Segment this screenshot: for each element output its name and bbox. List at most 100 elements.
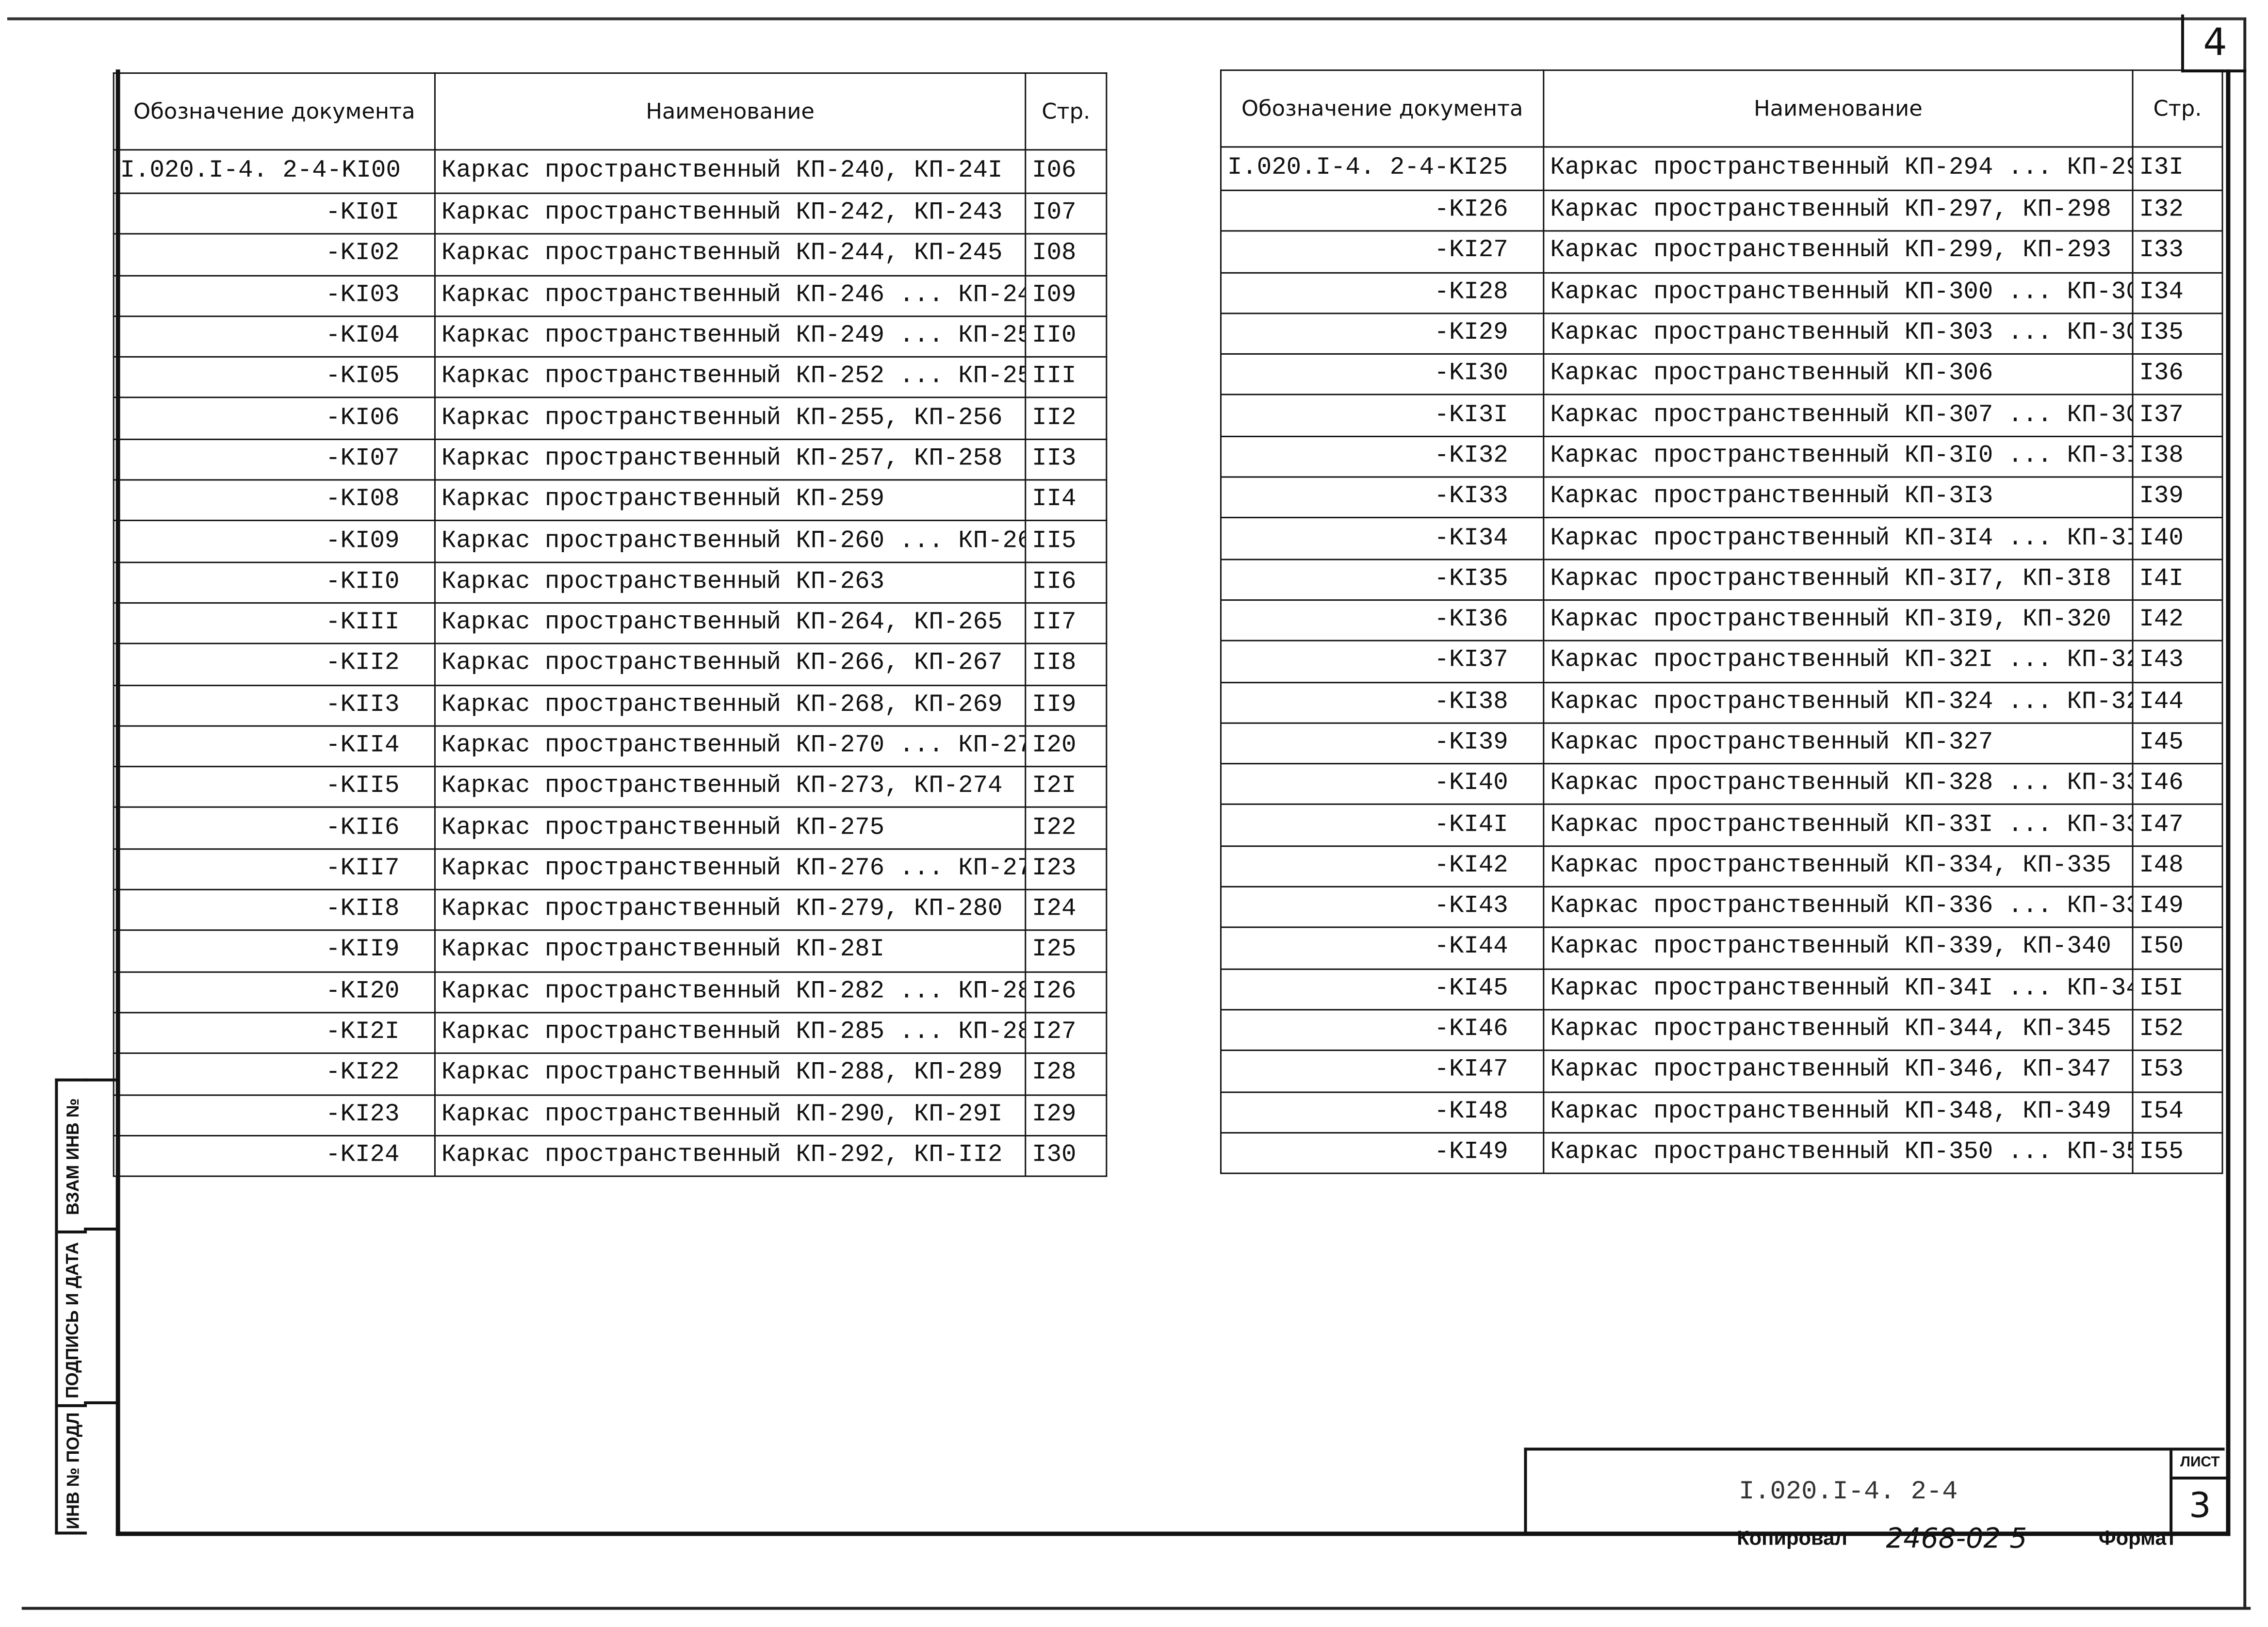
page-cell: I49	[2132, 886, 2223, 929]
page-cell: I5I	[2132, 968, 2223, 1011]
page-cell: III	[1025, 356, 1108, 399]
document-code-cell: -KII2	[113, 643, 436, 686]
document-name-cell: Каркас пространственный КП-336 ... КП-33…	[1543, 886, 2134, 929]
document-name-cell: Каркас пространственный КП-242, КП-243	[434, 192, 1027, 235]
document-name-cell: Каркас пространственный КП-290, КП-29I	[434, 1094, 1027, 1136]
table-row: -KI05 Каркас пространственный КП-252 ... …	[113, 356, 1108, 399]
original-inv-label: ИНВ № ПОДЛ	[58, 1404, 87, 1535]
page-cell: I23	[1025, 848, 1108, 890]
document-name-cell: Каркас пространственный КП-344, КП-345	[1543, 1009, 2134, 1052]
document-name-cell: Каркас пространственный КП-32I ... КП-32…	[1543, 640, 2134, 683]
page-cell: II2	[1025, 397, 1108, 440]
table-row: -KI40 Каркас пространственный КП-328 ... …	[1220, 763, 2223, 806]
document-code-cell: -KI06	[113, 397, 436, 440]
table-row: -KI34 Каркас пространственный КП-3I4 ... …	[1220, 517, 2223, 560]
header-page: Стр.	[1025, 72, 1108, 151]
table-row: -KI35 Каркас пространственный КП-3I7, КП-…	[1220, 558, 2223, 601]
document-code: I.020.I-4. 2-4	[1739, 1478, 1958, 1507]
page-cell: I46	[2132, 763, 2223, 806]
strip-divider	[84, 1078, 119, 1082]
document-code-cell: -KII4	[113, 725, 436, 768]
table-row: -KI48 Каркас пространственный КП-348, КП-…	[1220, 1091, 2223, 1134]
table-row: -KI49 Каркас пространственный КП-350 ... …	[1220, 1132, 2223, 1174]
document-name-cell: Каркас пространственный КП-246 ... КП-24…	[434, 274, 1027, 317]
document-name-cell: Каркас пространственный КП-303 ... КП-30…	[1543, 312, 2134, 355]
page-cell: II9	[1025, 684, 1108, 727]
page-cell: II8	[1025, 643, 1108, 686]
page-cell: I54	[2132, 1091, 2223, 1134]
document-code-cell: -KI42	[1220, 845, 1545, 887]
sheet-number: 4	[2181, 14, 2247, 73]
document-name-cell: Каркас пространственный КП-328 ... КП-33…	[1543, 763, 2134, 806]
document-code-cell: -KI20	[113, 970, 436, 1014]
table-row: -KI47 Каркас пространственный КП-346, КП-…	[1220, 1050, 2223, 1093]
document-name-cell: Каркас пространственный КП-282 ... КП-28…	[434, 970, 1027, 1014]
document-name-cell: Каркас пространственный КП-28I	[434, 930, 1027, 972]
table-row: -KI07 Каркас пространственный КП-257, КП-…	[113, 438, 1108, 481]
page-cell: I28	[1025, 1052, 1108, 1096]
table-row: -KI27 Каркас пространственный КП-299, КП-…	[1220, 230, 2223, 273]
table-row: -KI32 Каркас пространственный КП-3I0 ... …	[1220, 435, 2223, 478]
document-code-cell: -KI07	[113, 438, 436, 481]
page-cell: II7	[1025, 602, 1108, 645]
sheet-box: ЛИСТ 3	[2170, 1450, 2228, 1532]
page-cell: I38	[2132, 435, 2223, 478]
document-name-cell: Каркас пространственный КП-350 ... КП-35…	[1543, 1132, 2134, 1174]
document-code-cell: -KI05	[113, 356, 436, 399]
table-row: -KII0 Каркас пространственный КП-263 II6	[113, 561, 1108, 604]
document-code-cell: -KI32	[1220, 435, 1545, 478]
document-name-cell: Каркас пространственный КП-240, КП-24I	[434, 149, 1027, 194]
document-name-cell: Каркас пространственный КП-264, КП-265	[434, 602, 1027, 645]
document-code-cell: -KI02	[113, 233, 436, 276]
table-row: -KI36 Каркас пространственный КП-3I9, КП-…	[1220, 599, 2223, 642]
document-code-cell: -KI35	[1220, 558, 1545, 601]
page-cell: I26	[1025, 970, 1108, 1014]
document-code-cell: -KI24	[113, 1134, 436, 1177]
sheet-value: 3	[2188, 1485, 2211, 1526]
title-block: I.020.I-4. 2-4 ЛИСТ 3	[1524, 1447, 2228, 1535]
table-row: -KII2 Каркас пространственный КП-266, КП-…	[113, 643, 1108, 686]
table-row: -KI2I Каркас пространственный КП-285 ... …	[113, 1012, 1108, 1054]
replacement-inv-label: ВЗАМ ИНВ №	[62, 1097, 83, 1215]
document-name-cell: Каркас пространственный КП-3I3	[1543, 476, 2134, 519]
right-index-table: Обозначение документа Наименование Стр. …	[1220, 69, 2223, 1174]
document-name-cell: Каркас пространственный КП-285 ... КП-28…	[434, 1012, 1027, 1054]
page-cell: I37	[2132, 394, 2223, 437]
document-name-cell: Каркас пространственный КП-324 ... КП-32…	[1543, 681, 2134, 724]
table-row: I.020.I-4. 2-4-KI00 Каркас пространственн…	[113, 149, 1108, 194]
table-row: -KI04 Каркас пространственный КП-249 ... …	[113, 315, 1108, 358]
document-name-cell: Каркас пространственный КП-3I9, КП-320	[1543, 599, 2134, 642]
table-row: -KI22 Каркас пространственный КП-288, КП-…	[113, 1052, 1108, 1096]
page-cell: I45	[2132, 722, 2223, 765]
table-row: -KI42 Каркас пространственный КП-334, КП-…	[1220, 845, 2223, 887]
page-cell: I40	[2132, 517, 2223, 560]
document-name-cell: Каркас пространственный КП-279, КП-280	[434, 888, 1027, 932]
document-name-cell: Каркас пространственный КП-3I0 ... КП-3I…	[1543, 435, 2134, 478]
strip-divider	[84, 1227, 119, 1231]
table-row: -KI26 Каркас пространственный КП-297, КП-…	[1220, 189, 2223, 232]
table-row: -KI3I Каркас пространственный КП-307 ... …	[1220, 394, 2223, 437]
page-cell: I47	[2132, 804, 2223, 847]
table-row: -KII7 Каркас пространственный КП-276 ... …	[113, 848, 1108, 890]
document-code-cell: -KI40	[1220, 763, 1545, 806]
document-name-cell: Каркас пространственный КП-288, КП-289	[434, 1052, 1027, 1096]
table-row: -KII6 Каркас пространственный КП-275 I22	[113, 807, 1108, 850]
page-cell: I07	[1025, 192, 1108, 235]
table-row: -KI45 Каркас пространственный КП-34I ... …	[1220, 968, 2223, 1011]
document-code-cell: -KIII	[113, 602, 436, 645]
page-cell: I22	[1025, 807, 1108, 850]
document-code-cell: I.020.I-4. 2-4-KI00	[113, 149, 436, 194]
header-name: Наименование	[434, 72, 1027, 151]
table-row: -KI43 Каркас пространственный КП-336 ... …	[1220, 886, 2223, 929]
document-name-cell: Каркас пространственный КП-263	[434, 561, 1027, 604]
page-cell: II0	[1025, 315, 1108, 358]
document-name-cell: Каркас пространственный КП-334, КП-335	[1543, 845, 2134, 887]
document-code-cell: -KI49	[1220, 1132, 1545, 1174]
table-row: -KI0I Каркас пространственный КП-242, КП-…	[113, 192, 1108, 235]
document-code-cell: -KI46	[1220, 1009, 1545, 1052]
document-name-cell: Каркас пространственный КП-348, КП-349	[1543, 1091, 2134, 1134]
table-row: -KII5 Каркас пространственный КП-273, КП-…	[113, 766, 1108, 809]
page-cell: I50	[2132, 927, 2223, 970]
document-name-cell: Каркас пространственный КП-299, КП-293	[1543, 230, 2134, 273]
header-designation: Обозначение документа	[1220, 69, 1545, 148]
